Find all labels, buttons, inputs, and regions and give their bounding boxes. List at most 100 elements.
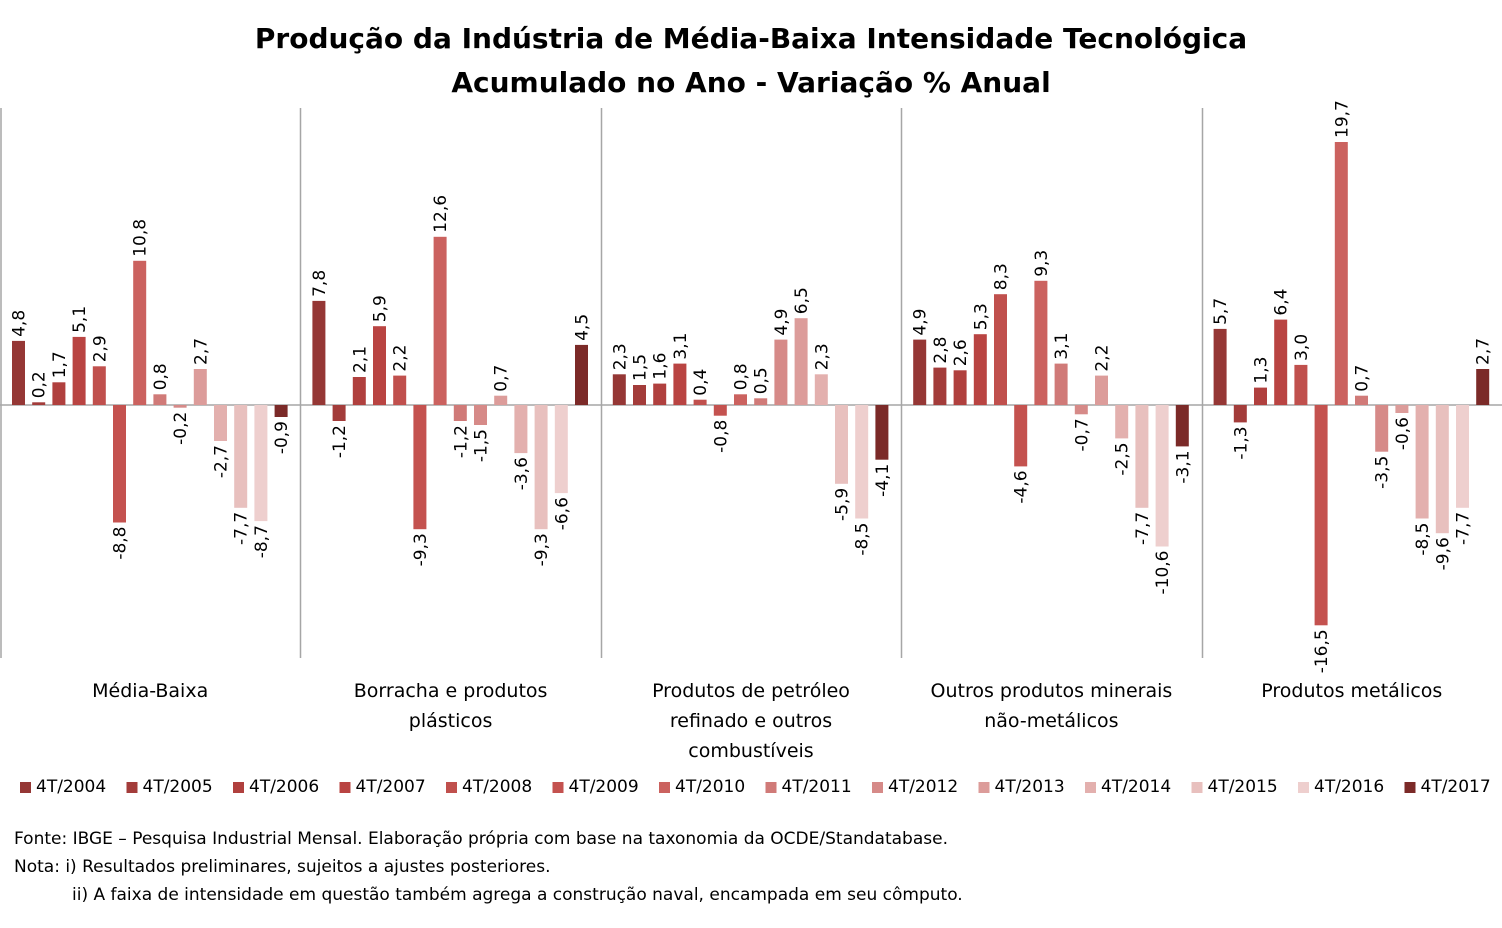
data-label: 3,0 [1292,334,1312,361]
data-label: 8,3 [992,263,1012,290]
data-label: -0,8 [711,420,731,453]
bar [953,370,967,405]
legend-label: 4T/2015 [1208,777,1278,797]
data-label: -16,5 [1312,629,1332,673]
legend-swatch [446,782,457,793]
bar [1395,405,1409,413]
bar [1375,405,1389,452]
bar [494,395,508,405]
bar [373,326,386,405]
legend-label: 4T/2012 [888,777,958,797]
legend-swatch [1298,782,1309,793]
category-label: plásticos [409,710,493,732]
legend-swatch [339,782,351,793]
data-label: -3,1 [1173,450,1193,483]
legend-label: 4T/2009 [569,777,639,797]
bar [855,405,869,519]
data-label: 0,7 [1353,365,1373,392]
data-label: 0,8 [732,363,752,390]
category-label: Produtos de petróleo [652,680,850,702]
data-label: 0,4 [691,369,711,396]
bar [92,366,106,405]
data-label: 2,9 [90,335,110,362]
bar [633,385,646,405]
bar [875,405,889,460]
data-label: 2,2 [1093,345,1113,372]
data-label: -1,2 [451,425,471,458]
legend-swatch [1191,782,1203,793]
data-label: 5,7 [1211,298,1231,325]
data-label: -9,6 [1433,537,1453,570]
bar [994,294,1007,405]
bar [1074,405,1088,415]
data-label: 19,7 [1332,100,1352,138]
data-label: -8,5 [853,523,873,556]
data-label: -10,6 [1153,551,1173,595]
data-label: -1,5 [472,429,492,462]
legend-swatch [659,782,670,793]
bar [534,405,548,530]
bar [673,363,687,405]
bar [1294,364,1308,405]
data-label: 4,5 [573,314,593,341]
data-label: 2,3 [610,343,630,370]
bar [554,405,568,494]
data-label: 2,8 [931,337,951,364]
bar [32,402,46,405]
data-label: -1,2 [330,425,350,458]
legend-label: 4T/2014 [1101,777,1171,797]
bar [1034,280,1048,405]
bar [933,367,947,405]
bar [734,394,747,405]
bar [1415,405,1429,519]
category-label: refinado e outros [670,710,832,732]
bar [72,336,86,405]
bar [474,405,487,425]
data-label: -7,7 [1133,512,1153,545]
data-label: -0,2 [171,412,191,445]
data-label: -0,9 [272,421,292,454]
data-label: -4,1 [873,464,893,497]
category-label: Outros produtos minerais [931,680,1173,702]
bar [1233,405,1247,423]
data-label: -2,7 [212,445,232,478]
bar [133,260,147,405]
data-label: 2,2 [391,345,411,372]
data-label: -9,3 [532,533,552,566]
data-label: 6,5 [792,287,812,314]
bar [612,374,626,405]
bar [713,405,727,416]
bar [1254,387,1267,405]
category-label: combustíveis [688,740,813,762]
bar-chart: 4,8 0,21,75,12,9 -8,8 10,8 0,8 -0,2 2,7 -2,7 -7,… [0,100,1502,797]
bar [254,405,268,522]
data-label: 2,7 [191,338,211,365]
data-label: 2,1 [350,346,370,373]
bar [1435,405,1449,534]
bar [1095,375,1108,405]
data-label: 7,8 [310,270,330,297]
data-label: 10,8 [131,219,151,257]
data-label: -4,6 [1012,470,1032,503]
data-label: 6,4 [1272,289,1292,316]
data-label: -0,6 [1393,417,1413,450]
data-label: -8,8 [111,527,131,560]
legend-swatch [978,782,990,793]
data-label: -9,3 [411,533,431,566]
legend-label: 4T/2008 [462,777,532,797]
preliminary-note: Nota: i) Resultados preliminares, sujeit… [14,857,551,877]
bar [352,377,366,405]
bar [514,405,528,454]
bar [1334,142,1348,405]
bar [1014,405,1028,467]
data-label: 1,7 [50,351,70,378]
bar [913,339,927,405]
data-label: 3,1 [1052,333,1072,360]
legend-label: 4T/2006 [249,777,319,797]
bar [433,236,447,405]
legend-swatch [552,782,564,793]
data-label: -1,3 [1231,426,1251,459]
bar [1054,363,1068,405]
category-label: Média-Baixa [92,680,208,702]
